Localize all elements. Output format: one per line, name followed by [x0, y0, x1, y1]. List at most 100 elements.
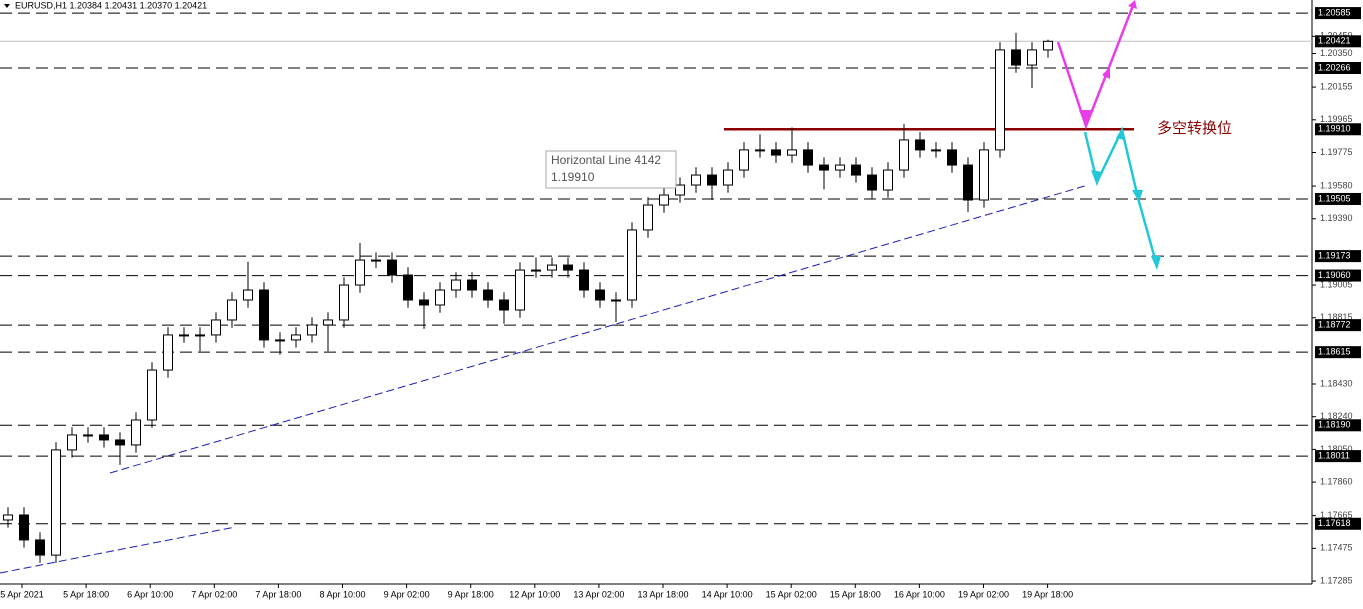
chart-title: EURUSD,H1 1.20384 1.20431 1.20370 1.2042… [15, 0, 207, 10]
candle-body [339, 284, 349, 321]
candle-body [691, 174, 701, 186]
level-label: 1.19505 [1318, 193, 1351, 203]
x-tick-label: 13 Apr 02:00 [573, 589, 624, 599]
candle-body [227, 299, 237, 321]
candle-body [115, 439, 125, 446]
candle-body [259, 289, 269, 341]
level-tag [1315, 61, 1361, 74]
y-tick-label: 1.18815 [1320, 312, 1353, 322]
level-label: 1.20585 [1318, 7, 1351, 17]
y-tick-label: 1.19775 [1320, 147, 1353, 157]
level-tag [1315, 192, 1361, 205]
level-label: 1.19060 [1318, 270, 1351, 280]
x-tick-label: 15 Apr 02:00 [766, 589, 817, 599]
candle-body [323, 319, 333, 326]
level-label: 1.18772 [1318, 320, 1351, 330]
candle-body [435, 289, 445, 306]
candle-body [787, 149, 797, 156]
candle-body [35, 539, 45, 556]
candle-body [147, 369, 157, 421]
candle-body [707, 174, 717, 186]
candle-body [563, 264, 573, 271]
x-tick-label: 19 Apr 18:00 [1022, 589, 1073, 599]
level-tag [1315, 269, 1361, 282]
candle-body [483, 289, 493, 301]
candle-body [307, 324, 317, 336]
candle-body [675, 184, 685, 196]
y-tick-label: 1.19005 [1320, 279, 1353, 289]
level-tag [1315, 346, 1361, 359]
tooltip-name: Horizontal Line 4142 [551, 153, 661, 167]
level-tag [1315, 517, 1361, 530]
y-tick-label: 1.17665 [1320, 510, 1353, 520]
candle-body [947, 149, 957, 166]
candle-body [451, 279, 461, 291]
level-label: 1.18011 [1318, 450, 1350, 460]
candle-body [851, 164, 861, 176]
candle-body [611, 299, 621, 302]
candle-body [515, 269, 525, 311]
candle-body [835, 164, 845, 171]
trendline [109, 184, 1089, 474]
candle-body [771, 149, 781, 156]
candle-body [595, 289, 605, 301]
y-tick-label: 1.17475 [1320, 543, 1353, 553]
candle-body [867, 174, 877, 191]
x-tick-label: 15 Apr 18:00 [830, 589, 881, 599]
candle-body [627, 229, 637, 301]
candle-body [419, 299, 429, 306]
candle-body [1011, 49, 1021, 66]
candle-body [211, 319, 221, 336]
level-label: 1.17618 [1318, 518, 1351, 528]
level-label: 1.19910 [1318, 124, 1351, 134]
y-tick-label: 1.19580 [1320, 180, 1353, 190]
y-tick-label: 1.18240 [1320, 411, 1353, 421]
annotation: 多空转换位 [1157, 120, 1232, 137]
candle-body [963, 164, 973, 201]
menu-arrow [4, 4, 10, 8]
candle-body [131, 419, 141, 446]
trendline [0, 526, 236, 574]
candle-body [355, 259, 365, 286]
tooltip-box [545, 150, 677, 189]
candle-body [899, 139, 909, 171]
candle-body [163, 334, 173, 371]
level-label: 1.18615 [1318, 347, 1351, 357]
level-tag [1315, 123, 1361, 136]
x-tick-label: 12 Apr 10:00 [509, 589, 560, 599]
candle-body [467, 279, 477, 291]
candle-body [179, 334, 189, 337]
candle-body [931, 149, 941, 152]
candle-body [371, 259, 381, 262]
y-tick-label: 1.20350 [1320, 48, 1353, 58]
x-tick-label: 9 Apr 18:00 [448, 589, 494, 599]
level-tag [1315, 319, 1361, 332]
level-tag [1315, 450, 1361, 463]
y-tick-label: 1.19390 [1320, 213, 1353, 223]
candle-body [403, 274, 413, 301]
x-tick-label: 14 Apr 10:00 [702, 589, 753, 599]
x-tick-label: 13 Apr 18:00 [637, 589, 688, 599]
level-tag [1315, 250, 1361, 263]
level-label: 1.19173 [1318, 250, 1351, 260]
candle-body [659, 194, 669, 206]
candle-body [51, 449, 61, 556]
x-tick-label: 5 Apr 18:00 [63, 589, 109, 599]
candle-body [3, 514, 13, 521]
x-tick-label: 7 Apr 18:00 [255, 589, 301, 599]
candle-body [995, 49, 1005, 151]
level-label: 1.18190 [1318, 420, 1351, 430]
tooltip-value: 1.19910 [551, 170, 595, 184]
y-tick-label: 1.20155 [1320, 81, 1353, 91]
magenta-heads [1079, 0, 1137, 128]
candle-body [915, 139, 925, 151]
magenta-path [1056, 2, 1136, 130]
x-tick-label: 7 Apr 02:00 [191, 589, 237, 599]
candle-body [291, 334, 301, 341]
level-label: 1.20266 [1318, 62, 1351, 72]
candle-body [819, 164, 829, 171]
candle-body [499, 299, 509, 311]
